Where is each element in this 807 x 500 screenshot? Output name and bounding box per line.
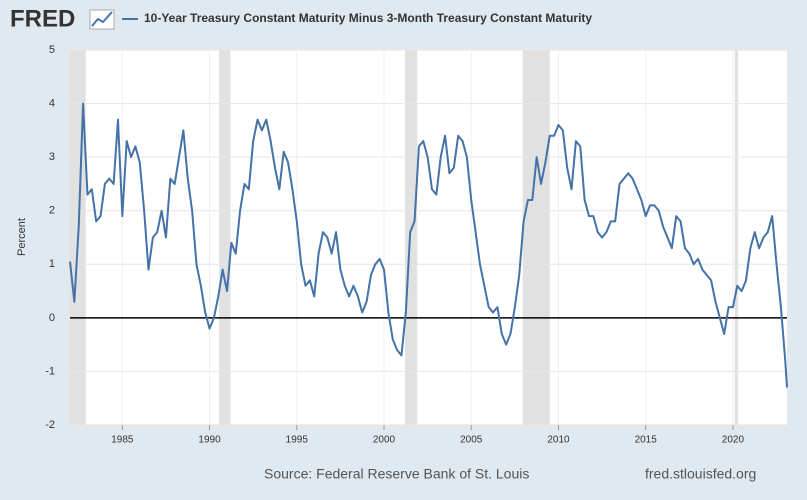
source: Source: Federal Reserve Bank of St. Loui… (264, 466, 529, 482)
y-tick-label: 0 (49, 312, 55, 324)
logo-icon (89, 9, 115, 30)
x-tick-label: 1995 (286, 435, 309, 446)
logo: FRED (10, 5, 75, 32)
y-tick-label: 3 (49, 151, 55, 163)
y-axis-label: Percent (16, 218, 28, 256)
y-tick-label: 4 (49, 97, 55, 109)
y-tick-label: 2 (49, 205, 55, 217)
x-tick-label: 1985 (111, 435, 134, 446)
legend-label: 10-Year Treasury Constant Maturity Minus… (144, 11, 592, 25)
y-tick-label: 1 (49, 258, 55, 270)
recession-band (522, 50, 550, 425)
x-tick-label: 1990 (198, 435, 221, 446)
site: fred.stlouisfed.org (645, 466, 756, 482)
plot-area (70, 50, 787, 425)
y-tick-label: 5 (49, 44, 55, 56)
x-tick-label: 2005 (460, 435, 483, 446)
recession-band (734, 50, 739, 425)
data-line (69, 102, 788, 388)
y-tick-label: -2 (45, 419, 55, 431)
x-tick-label: 2015 (635, 435, 658, 446)
x-tick-label: 2010 (547, 435, 570, 446)
x-tick-label: 2000 (373, 435, 396, 446)
y-tick-label: -1 (45, 365, 55, 377)
x-tick-label: 2020 (722, 435, 745, 446)
recession-band (219, 50, 231, 425)
recession-band (404, 50, 418, 425)
